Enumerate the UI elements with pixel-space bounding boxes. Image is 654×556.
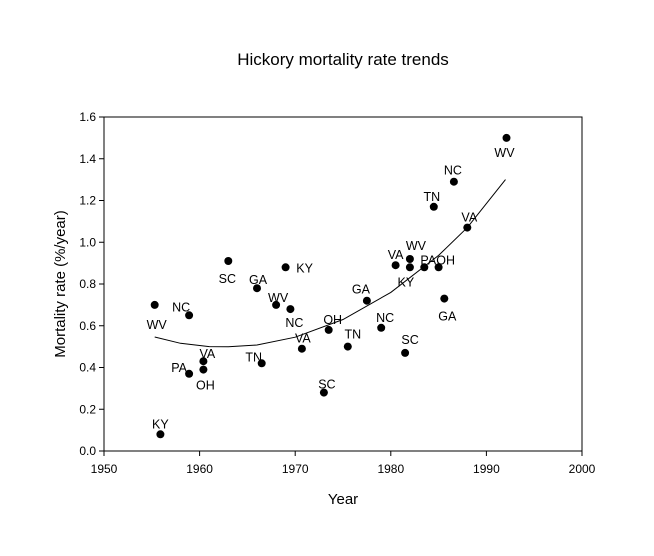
point-label: VA bbox=[200, 347, 216, 361]
point-label: KY bbox=[296, 261, 313, 275]
data-point bbox=[272, 300, 281, 309]
y-tick-label: 0.4 bbox=[79, 361, 96, 375]
point-label: OH bbox=[196, 379, 215, 393]
data-point bbox=[286, 305, 295, 314]
y-tick-label: 1.6 bbox=[79, 110, 96, 124]
point-label: TN bbox=[344, 328, 361, 342]
x-tick-label: 1980 bbox=[377, 462, 404, 476]
point-label: SC bbox=[219, 272, 236, 286]
x-tick-label: 1990 bbox=[473, 462, 500, 476]
x-tick-label: 1950 bbox=[91, 462, 118, 476]
y-tick-label: 1.0 bbox=[79, 235, 96, 249]
x-axis-ticks: 1950 1960 1970 1980 1990 2000 bbox=[91, 451, 596, 476]
trend-line bbox=[154, 179, 506, 348]
data-point bbox=[405, 255, 414, 263]
data-point bbox=[199, 357, 208, 366]
point-label: OH bbox=[436, 253, 455, 267]
point-label: VA bbox=[461, 211, 477, 225]
data-point bbox=[185, 311, 194, 320]
data-point bbox=[401, 348, 410, 357]
y-tick-label: 1.2 bbox=[79, 194, 96, 208]
y-axis-ticks: 0.0 0.2 0.4 0.6 0.8 1.0 1.2 1.4 1.6 bbox=[79, 110, 104, 458]
point-label: WV bbox=[406, 239, 427, 253]
data-point bbox=[362, 296, 371, 305]
data-point bbox=[253, 284, 261, 293]
point-label: VA bbox=[388, 248, 404, 262]
data-point bbox=[463, 223, 472, 232]
data-point bbox=[281, 263, 290, 272]
point-label: GA bbox=[249, 273, 268, 287]
data-point bbox=[449, 177, 458, 186]
point-label: GA bbox=[438, 310, 457, 324]
x-tick-label: 2000 bbox=[569, 462, 596, 476]
data-point bbox=[156, 430, 165, 439]
point-label: PA bbox=[420, 253, 436, 267]
y-tick-label: 0.8 bbox=[79, 277, 96, 291]
point-label: TN bbox=[245, 350, 262, 364]
data-point bbox=[434, 263, 443, 272]
data-point bbox=[377, 323, 386, 332]
data-point bbox=[324, 325, 333, 334]
point-label: WV bbox=[494, 146, 515, 160]
point-label: KY bbox=[152, 417, 169, 431]
point-label: KY bbox=[398, 275, 415, 289]
point-label: NC bbox=[444, 164, 462, 178]
data-point bbox=[429, 202, 438, 211]
point-label: SC bbox=[318, 378, 335, 392]
point-label: NC bbox=[376, 311, 394, 325]
y-axis-label: Mortality rate (%/year) bbox=[52, 210, 69, 358]
point-label: NC bbox=[172, 300, 190, 314]
y-tick-label: 0.0 bbox=[79, 444, 96, 458]
data-point bbox=[502, 133, 511, 142]
point-label: GA bbox=[352, 283, 371, 297]
point-label: SC bbox=[401, 333, 418, 347]
data-point bbox=[420, 263, 429, 272]
data-point bbox=[257, 359, 266, 368]
data-point bbox=[391, 261, 400, 270]
y-tick-label: 0.2 bbox=[79, 402, 96, 416]
point-label: VA bbox=[295, 332, 311, 346]
data-point bbox=[185, 369, 194, 378]
data-point bbox=[405, 263, 414, 272]
x-axis-label: Year bbox=[328, 491, 358, 508]
data-point bbox=[150, 300, 159, 309]
data-point bbox=[224, 257, 233, 265]
point-label: WV bbox=[268, 291, 289, 305]
point-label: OH bbox=[323, 313, 342, 327]
y-tick-label: 1.4 bbox=[79, 152, 96, 166]
plot-frame bbox=[103, 116, 583, 452]
data-point bbox=[199, 365, 208, 374]
data-point bbox=[297, 344, 306, 353]
point-label: TN bbox=[423, 190, 440, 204]
data-point bbox=[440, 294, 449, 303]
point-label: WV bbox=[147, 318, 168, 332]
point-label: NC bbox=[285, 316, 303, 330]
data-point bbox=[319, 388, 328, 397]
chart-title: Hickory mortality rate trends bbox=[237, 50, 449, 69]
point-label: PA bbox=[171, 361, 187, 375]
y-tick-label: 0.6 bbox=[79, 319, 96, 333]
x-tick-label: 1970 bbox=[282, 462, 309, 476]
x-tick-label: 1960 bbox=[186, 462, 213, 476]
data-point bbox=[343, 342, 352, 351]
